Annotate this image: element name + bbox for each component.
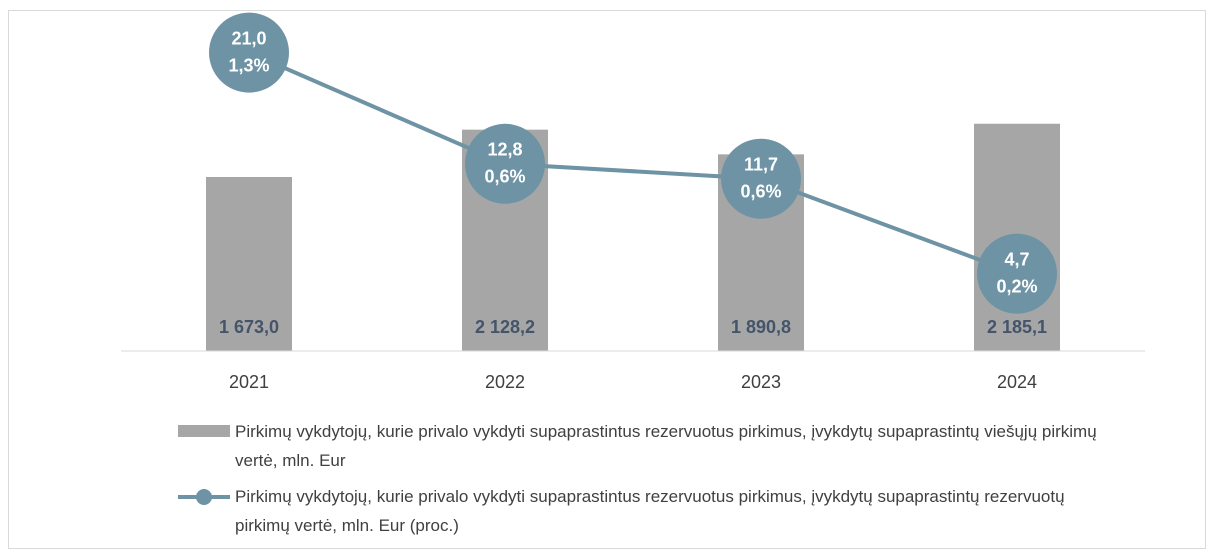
x-tick-label: 2024	[997, 372, 1037, 392]
x-tick-label: 2022	[485, 372, 525, 392]
legend-swatch-bar	[178, 425, 230, 437]
line-value-label: 4,7	[1004, 249, 1029, 269]
line-value-label: 12,8	[487, 140, 522, 160]
bar-value-label: 2 128,2	[475, 317, 535, 337]
bar	[206, 177, 292, 351]
chart-frame	[8, 10, 1206, 549]
line-share-label: 0,2%	[996, 276, 1037, 296]
legend-label: Pirkimų vykdytojų, kurie privalo vykdyti…	[235, 487, 1065, 535]
legend-swatch-marker	[196, 489, 212, 505]
bar-value-label: 1 890,8	[731, 317, 791, 337]
bar-value-label: 2 185,1	[987, 317, 1047, 337]
line-marker	[209, 12, 289, 93]
legend-label: Pirkimų vykdytojų, kurie privalo vykdyti…	[235, 422, 1097, 470]
line-share-label: 1,3%	[228, 55, 269, 75]
x-tick-label: 2021	[229, 372, 269, 392]
line-share-label: 0,6%	[484, 167, 525, 187]
line-marker	[721, 138, 801, 219]
line-marker	[465, 123, 545, 204]
bar-value-label: 1 673,0	[219, 317, 279, 337]
line	[248, 50, 1018, 276]
x-tick-label: 2023	[741, 372, 781, 392]
line-share-label: 0,6%	[740, 181, 781, 201]
line-value-label: 21,0	[231, 28, 266, 48]
line-value-label: 11,7	[744, 154, 778, 174]
line-marker	[977, 233, 1057, 314]
